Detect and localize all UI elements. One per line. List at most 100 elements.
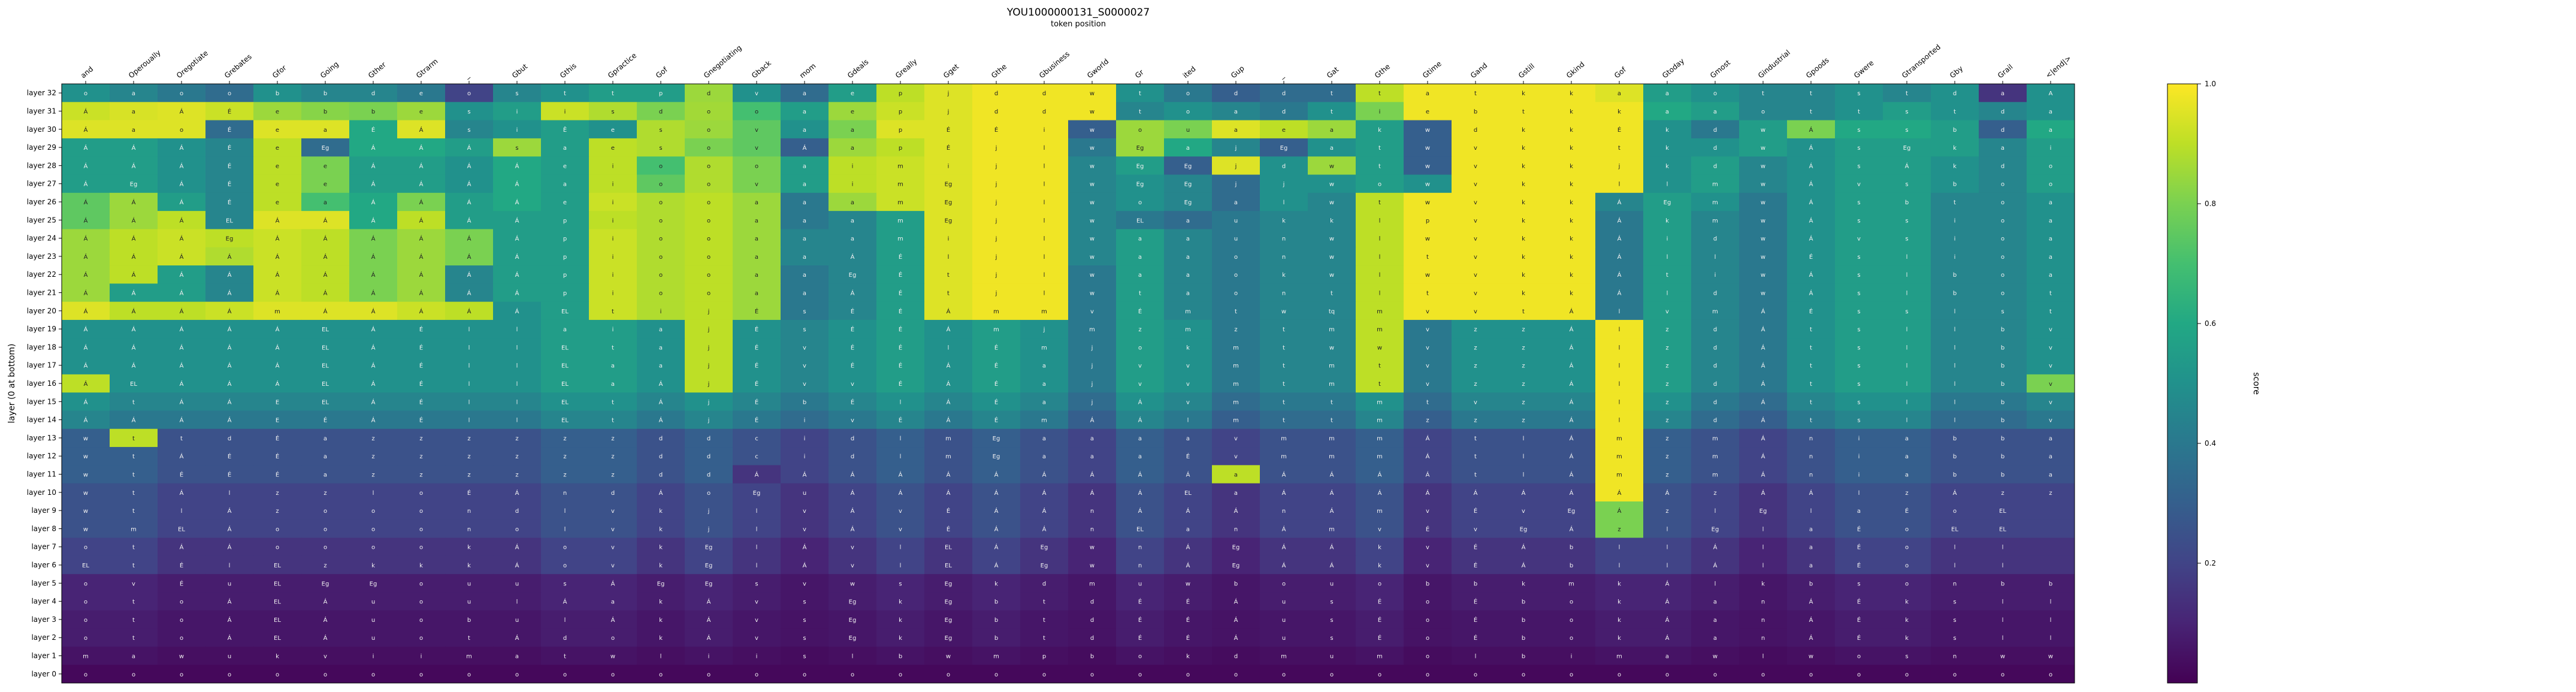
cell-token-label: k (1617, 599, 1621, 606)
heatmap-cell (829, 211, 877, 229)
cell-token-label: l (756, 545, 758, 551)
cell-token-label: t (2049, 309, 2052, 315)
cell-token-label: Á (1378, 471, 1382, 479)
cell-token-label: o (1234, 254, 1238, 261)
heatmap-cell (158, 392, 206, 411)
heatmap-cell (1787, 319, 1836, 339)
cell-token-label: n (1809, 436, 1813, 442)
cell-token-label: b (994, 635, 998, 642)
heatmap-cell (1116, 301, 1165, 321)
heatmap-cell (1499, 211, 1548, 229)
heatmap-cell (445, 537, 494, 557)
cell-token-label: Á (371, 253, 376, 261)
cell-token-label: z (1617, 526, 1620, 533)
cell-token-label: w (1761, 272, 1765, 279)
heatmap-cell (541, 84, 589, 102)
cell-token-label: v (1665, 309, 1669, 315)
cell-token-label: o (1426, 672, 1429, 678)
heatmap-cell (1452, 84, 1500, 102)
cell-token-label: l (1954, 381, 1956, 388)
cell-token-label: Á (180, 416, 184, 424)
cell-token-label: Eg (322, 581, 329, 587)
heatmap-cell (1499, 301, 1548, 321)
cell-token-label: o (707, 672, 710, 678)
y-tick-label: layer 19 (27, 325, 56, 333)
heatmap-cell (205, 501, 254, 520)
cell-token-label: É (1857, 634, 1861, 642)
cell-token-label: o (659, 272, 663, 279)
cell-token-label: t (132, 545, 135, 551)
cell-token-label: w (1761, 254, 1765, 261)
cell-token-label: k (1522, 163, 1525, 170)
heatmap-cell (685, 447, 733, 466)
x-tick-label: Gtrarm (415, 57, 440, 80)
heatmap-cell (62, 211, 110, 229)
cell-token-label: m (1041, 418, 1047, 424)
cell-token-label: Á (1330, 561, 1334, 569)
cell-token-label: Á (1138, 489, 1142, 497)
cell-token-label: m (1281, 454, 1287, 460)
cell-token-label: l (1715, 254, 1716, 261)
heatmap-cell (110, 247, 158, 266)
heatmap-cell (1068, 229, 1117, 248)
heatmap-cell (110, 120, 158, 139)
heatmap-cell (1547, 483, 1596, 502)
heatmap-cell (733, 120, 781, 139)
heatmap-cell (1164, 319, 1213, 339)
cell-token-label: d (707, 90, 710, 97)
cell-token-label: Á (132, 307, 136, 315)
heatmap-cell (205, 428, 254, 448)
cell-token-label: Á (1809, 489, 1813, 497)
heatmap-cell (829, 392, 877, 411)
heatmap-cell (1308, 156, 1356, 176)
cell-token-label: i (1954, 236, 1956, 243)
cell-token-label: Á (515, 180, 519, 188)
heatmap-cell (1691, 156, 1740, 176)
cell-token-label: Á (1953, 489, 1957, 497)
cell-token-label: u (371, 617, 375, 624)
heatmap-cell (1020, 283, 1069, 303)
heatmap-cell (1595, 229, 1644, 248)
cell-token-label: a (1186, 145, 1190, 152)
heatmap-cell (924, 174, 973, 194)
heatmap-cell (1883, 338, 1931, 357)
heatmap-cell (301, 483, 350, 502)
heatmap-cell (685, 428, 733, 448)
heatmap-cell (1356, 501, 1404, 520)
cell-token-label: o (707, 182, 710, 188)
heatmap-cell (541, 120, 589, 139)
cell-token-label: l (1906, 345, 1908, 351)
heatmap-cell (301, 265, 350, 284)
heatmap-cell (589, 211, 637, 229)
cell-token-label: i (612, 163, 614, 170)
heatmap-cell (1547, 301, 1596, 321)
cell-token-label: m (1233, 381, 1239, 388)
cell-token-label: Á (419, 307, 424, 315)
cell-token-label: b (2001, 381, 2004, 388)
heatmap-cell (733, 283, 781, 303)
heatmap-cell (733, 156, 781, 176)
cell-token-label: a (323, 472, 327, 479)
heatmap-cell (1212, 501, 1260, 520)
cell-token-label: b (1953, 472, 1957, 479)
heatmap-cell (1883, 356, 1931, 375)
cell-token-label: É (755, 343, 758, 351)
cell-token-label: j (1235, 182, 1237, 188)
cell-token-label: a (1809, 526, 1813, 533)
cell-token-label: u (228, 654, 231, 660)
heatmap-cell (972, 356, 1021, 375)
cell-token-label: EL (561, 418, 569, 424)
cell-token-label: w (1713, 654, 1718, 660)
heatmap-cell (1212, 84, 1260, 102)
cell-token-label: w (1186, 581, 1190, 587)
cell-token-label: s (467, 108, 470, 115)
cell-token-label: É (228, 180, 231, 188)
cell-token-label: t (132, 617, 135, 624)
cell-token-label: Á (947, 471, 951, 479)
heatmap-cell (541, 102, 589, 121)
cell-token-label: z (1665, 454, 1668, 460)
heatmap-cell (1452, 211, 1500, 229)
cell-token-label: l (373, 490, 374, 497)
cell-token-label: z (1474, 345, 1477, 351)
cell-token-label: k (1570, 236, 1573, 243)
